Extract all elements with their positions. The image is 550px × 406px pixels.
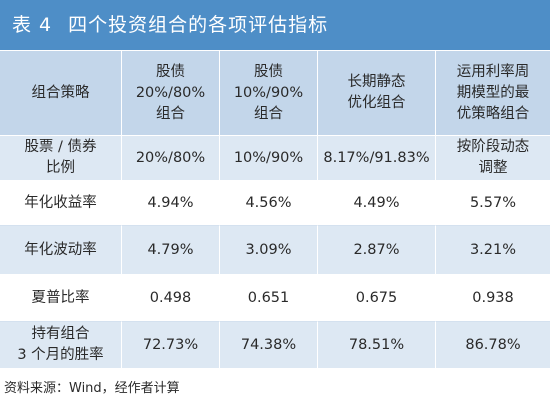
header-cell: 组合策略	[0, 51, 122, 136]
row-label: 年化波动率	[2, 240, 119, 261]
value-cell: 10%/90%	[220, 136, 318, 181]
source-note: 资料来源：Wind，经作者计算	[4, 381, 180, 396]
value-cell: 按阶段动态 调整	[436, 136, 550, 181]
value-cell: 4.94%	[122, 181, 220, 226]
header-row: 组合策略 股债 20%/80% 组合 股债 10%/90% 组合 长期静态优化组合 运用…	[0, 51, 550, 136]
value-cell: 74.38%	[220, 322, 318, 369]
value-cell: 4.49%	[318, 181, 436, 226]
cell-line: 组合	[254, 105, 283, 122]
header-cell-text: 股债 20%/80% 组合	[124, 62, 217, 125]
cell-line: 优化组合	[347, 95, 406, 111]
header-cell-text: 长期静态 优化组合	[320, 72, 433, 114]
value-cell: 5.57%	[436, 181, 550, 226]
table-title-bar: 表 4 四个投资组合的各项评估指标	[0, 0, 550, 50]
value-cell: 4.56%	[220, 181, 318, 226]
value-cell: 2.87%	[318, 226, 436, 275]
cell-line: 持有组合	[31, 326, 90, 342]
table-title: 四个投资组合的各项评估指标	[68, 14, 329, 36]
row-label: 夏普比率	[2, 288, 119, 309]
cell-line: 夏普比率	[31, 289, 90, 306]
value-text: 按阶段动态 调整	[438, 137, 548, 179]
header-cell: 长期静态 优化组合	[318, 51, 436, 136]
row-label: 年化收益率	[2, 193, 119, 214]
cell-line: 股债	[254, 63, 283, 80]
value-cell: 3.09%	[220, 226, 318, 275]
row-label-cell: 持有组合 3 个月的胜率	[0, 322, 122, 369]
cell-line: 优策略组合	[456, 105, 530, 122]
cell-line: 年化收益率	[24, 194, 97, 211]
value-cell: 4.79%	[122, 226, 220, 275]
table-row: 夏普比率 0.498 0.651 0.675 0.938	[0, 275, 550, 322]
row-label-cell: 年化收益率	[0, 181, 122, 226]
value-cell: 0.675	[318, 275, 436, 322]
cell-line: 期模型的最	[456, 84, 530, 101]
table-row: 持有组合 3 个月的胜率 72.73% 74.38% 78.51% 86.78%	[0, 322, 550, 369]
table-row: 年化波动率 4.79% 3.09% 2.87% 3.21%	[0, 226, 550, 275]
row-label: 股票 / 债券 比例	[2, 137, 119, 179]
value-cell: 0.651	[220, 275, 318, 322]
value-cell: 78.51%	[318, 322, 436, 369]
header-cell-text: 股债 10%/90% 组合	[222, 62, 315, 125]
header-cell-text: 组合策略	[2, 83, 119, 104]
value-cell: 86.78%	[436, 322, 550, 369]
cell-line: 3 个月的胜率	[17, 347, 104, 363]
cell-line: 10%/90%	[233, 84, 304, 101]
cell-line: 年化波动率	[24, 241, 97, 258]
row-label-cell: 夏普比率	[0, 275, 122, 322]
cell-line: 调整	[478, 160, 508, 176]
metrics-table: 组合策略 股债 20%/80% 组合 股债 10%/90% 组合 长期静态优化组合 运用…	[0, 51, 550, 369]
value-cell: 72.73%	[122, 322, 220, 369]
header-cell-text: 运用利率周期模型的最优策略组合	[438, 62, 548, 125]
table-number: 表 4	[12, 14, 53, 36]
cell-line: 比例	[46, 160, 75, 176]
value-cell: 0.938	[436, 275, 550, 322]
cell-line: 股债	[156, 63, 185, 80]
value-cell: 3.21%	[436, 226, 550, 275]
cell-line: 股票 / 债券	[24, 139, 97, 155]
table-row: 年化收益率 4.94% 4.56% 4.49% 5.57%	[0, 181, 550, 226]
value-cell: 0.498	[122, 275, 220, 322]
header-cell: 运用利率周期模型的最优策略组合	[436, 51, 550, 136]
cell-line: 长期静态	[347, 74, 406, 90]
cell-line: 运用利率周	[456, 63, 530, 80]
row-label: 持有组合 3 个月的胜率	[2, 324, 119, 366]
cell-line: 按阶段动态	[456, 139, 530, 155]
row-label-cell: 股票 / 债券 比例	[0, 136, 122, 181]
cell-line: 20%/80%	[135, 84, 206, 101]
table-row: 股票 / 债券 比例 20%/80% 10%/90% 8.17%/91.83% 按…	[0, 136, 550, 181]
header-cell: 股债 20%/80% 组合	[122, 51, 220, 136]
cell-line: 组合策略	[31, 84, 90, 101]
cell-line: 组合	[156, 105, 185, 122]
header-cell: 股债 10%/90% 组合	[220, 51, 318, 136]
value-cell: 20%/80%	[122, 136, 220, 181]
row-label-cell: 年化波动率	[0, 226, 122, 275]
value-cell: 8.17%/91.83%	[318, 136, 436, 181]
